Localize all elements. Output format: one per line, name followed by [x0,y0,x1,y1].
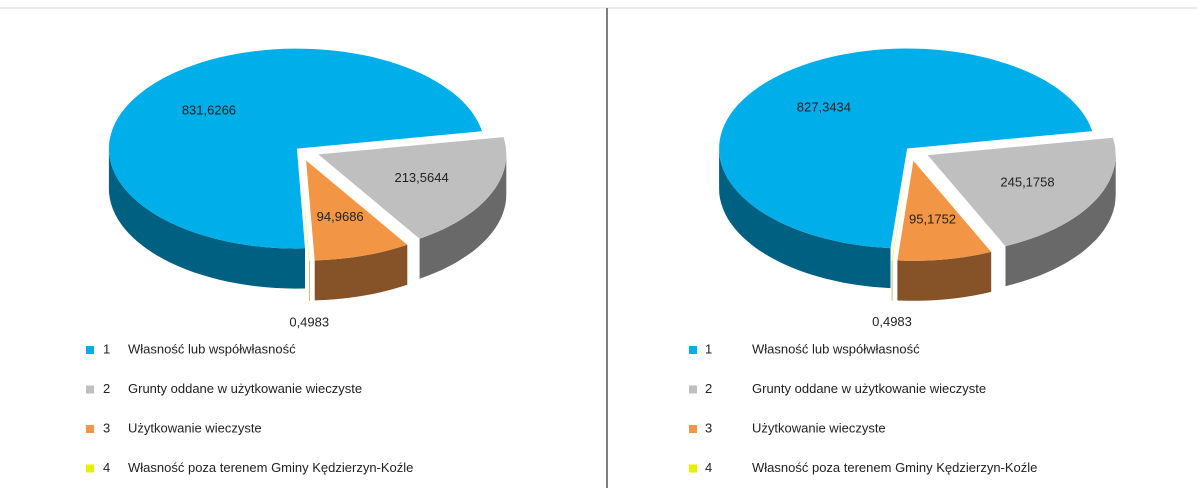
slice-top [897,160,992,261]
legend-label: Własność lub współwłasność [752,341,920,356]
data-label: 95,1752 [909,211,956,226]
data-label: 0,4983 [289,314,329,329]
legend-number: 3 [103,420,110,435]
legend-swatch [86,425,94,433]
legend-label: Grunty oddane w użytkowanie wieczyste [128,381,362,396]
legend-number: 1 [103,341,110,356]
data-label: 0,4983 [872,314,912,329]
slice-side [891,260,893,301]
slice-side [108,148,306,289]
legend-label: Własność poza terenem Gminy Kędzierzyn-K… [752,460,1037,475]
legend-label: Własność lub współwłasność [128,341,296,356]
data-label: 245,1758 [1000,175,1054,190]
data-label: 94,9686 [317,209,364,224]
legend-swatch [86,346,94,354]
slice-side [309,260,310,301]
slice-side [314,244,408,301]
slice-top [306,160,408,261]
slice-top [300,161,310,261]
slice-top [719,48,1093,249]
slice-top [318,137,507,239]
legend-number: 1 [705,341,712,356]
legend-label: Grunty oddane w użytkowanie wieczyste [752,381,986,396]
legend-label: Własność poza terenem Gminy Kędzierzyn-K… [128,460,413,475]
slice-top [891,161,909,261]
slice-top [108,48,483,249]
legend-swatch [689,346,697,354]
slice-side [897,251,992,301]
slice-side [719,148,891,289]
legend-number: 4 [103,460,110,475]
legend-number: 2 [705,381,712,396]
slice-side [1005,155,1116,287]
legend-label: Użytkowanie wieczyste [752,420,886,435]
slice-side [419,154,507,279]
data-label: 827,3434 [797,99,851,114]
legend-label: Użytkowanie wieczyste [128,420,262,435]
legend-swatch [86,385,94,394]
legend-swatch [86,464,94,473]
legend-number: 4 [705,460,712,475]
slice-top [927,137,1116,247]
legend-swatch [689,425,697,433]
data-label: 213,5644 [394,170,448,185]
legend-swatch [689,385,697,394]
legend-swatch [689,464,697,473]
legend-number: 3 [705,420,712,435]
data-label: 831,6266 [182,102,236,117]
legend-number: 2 [103,381,110,396]
